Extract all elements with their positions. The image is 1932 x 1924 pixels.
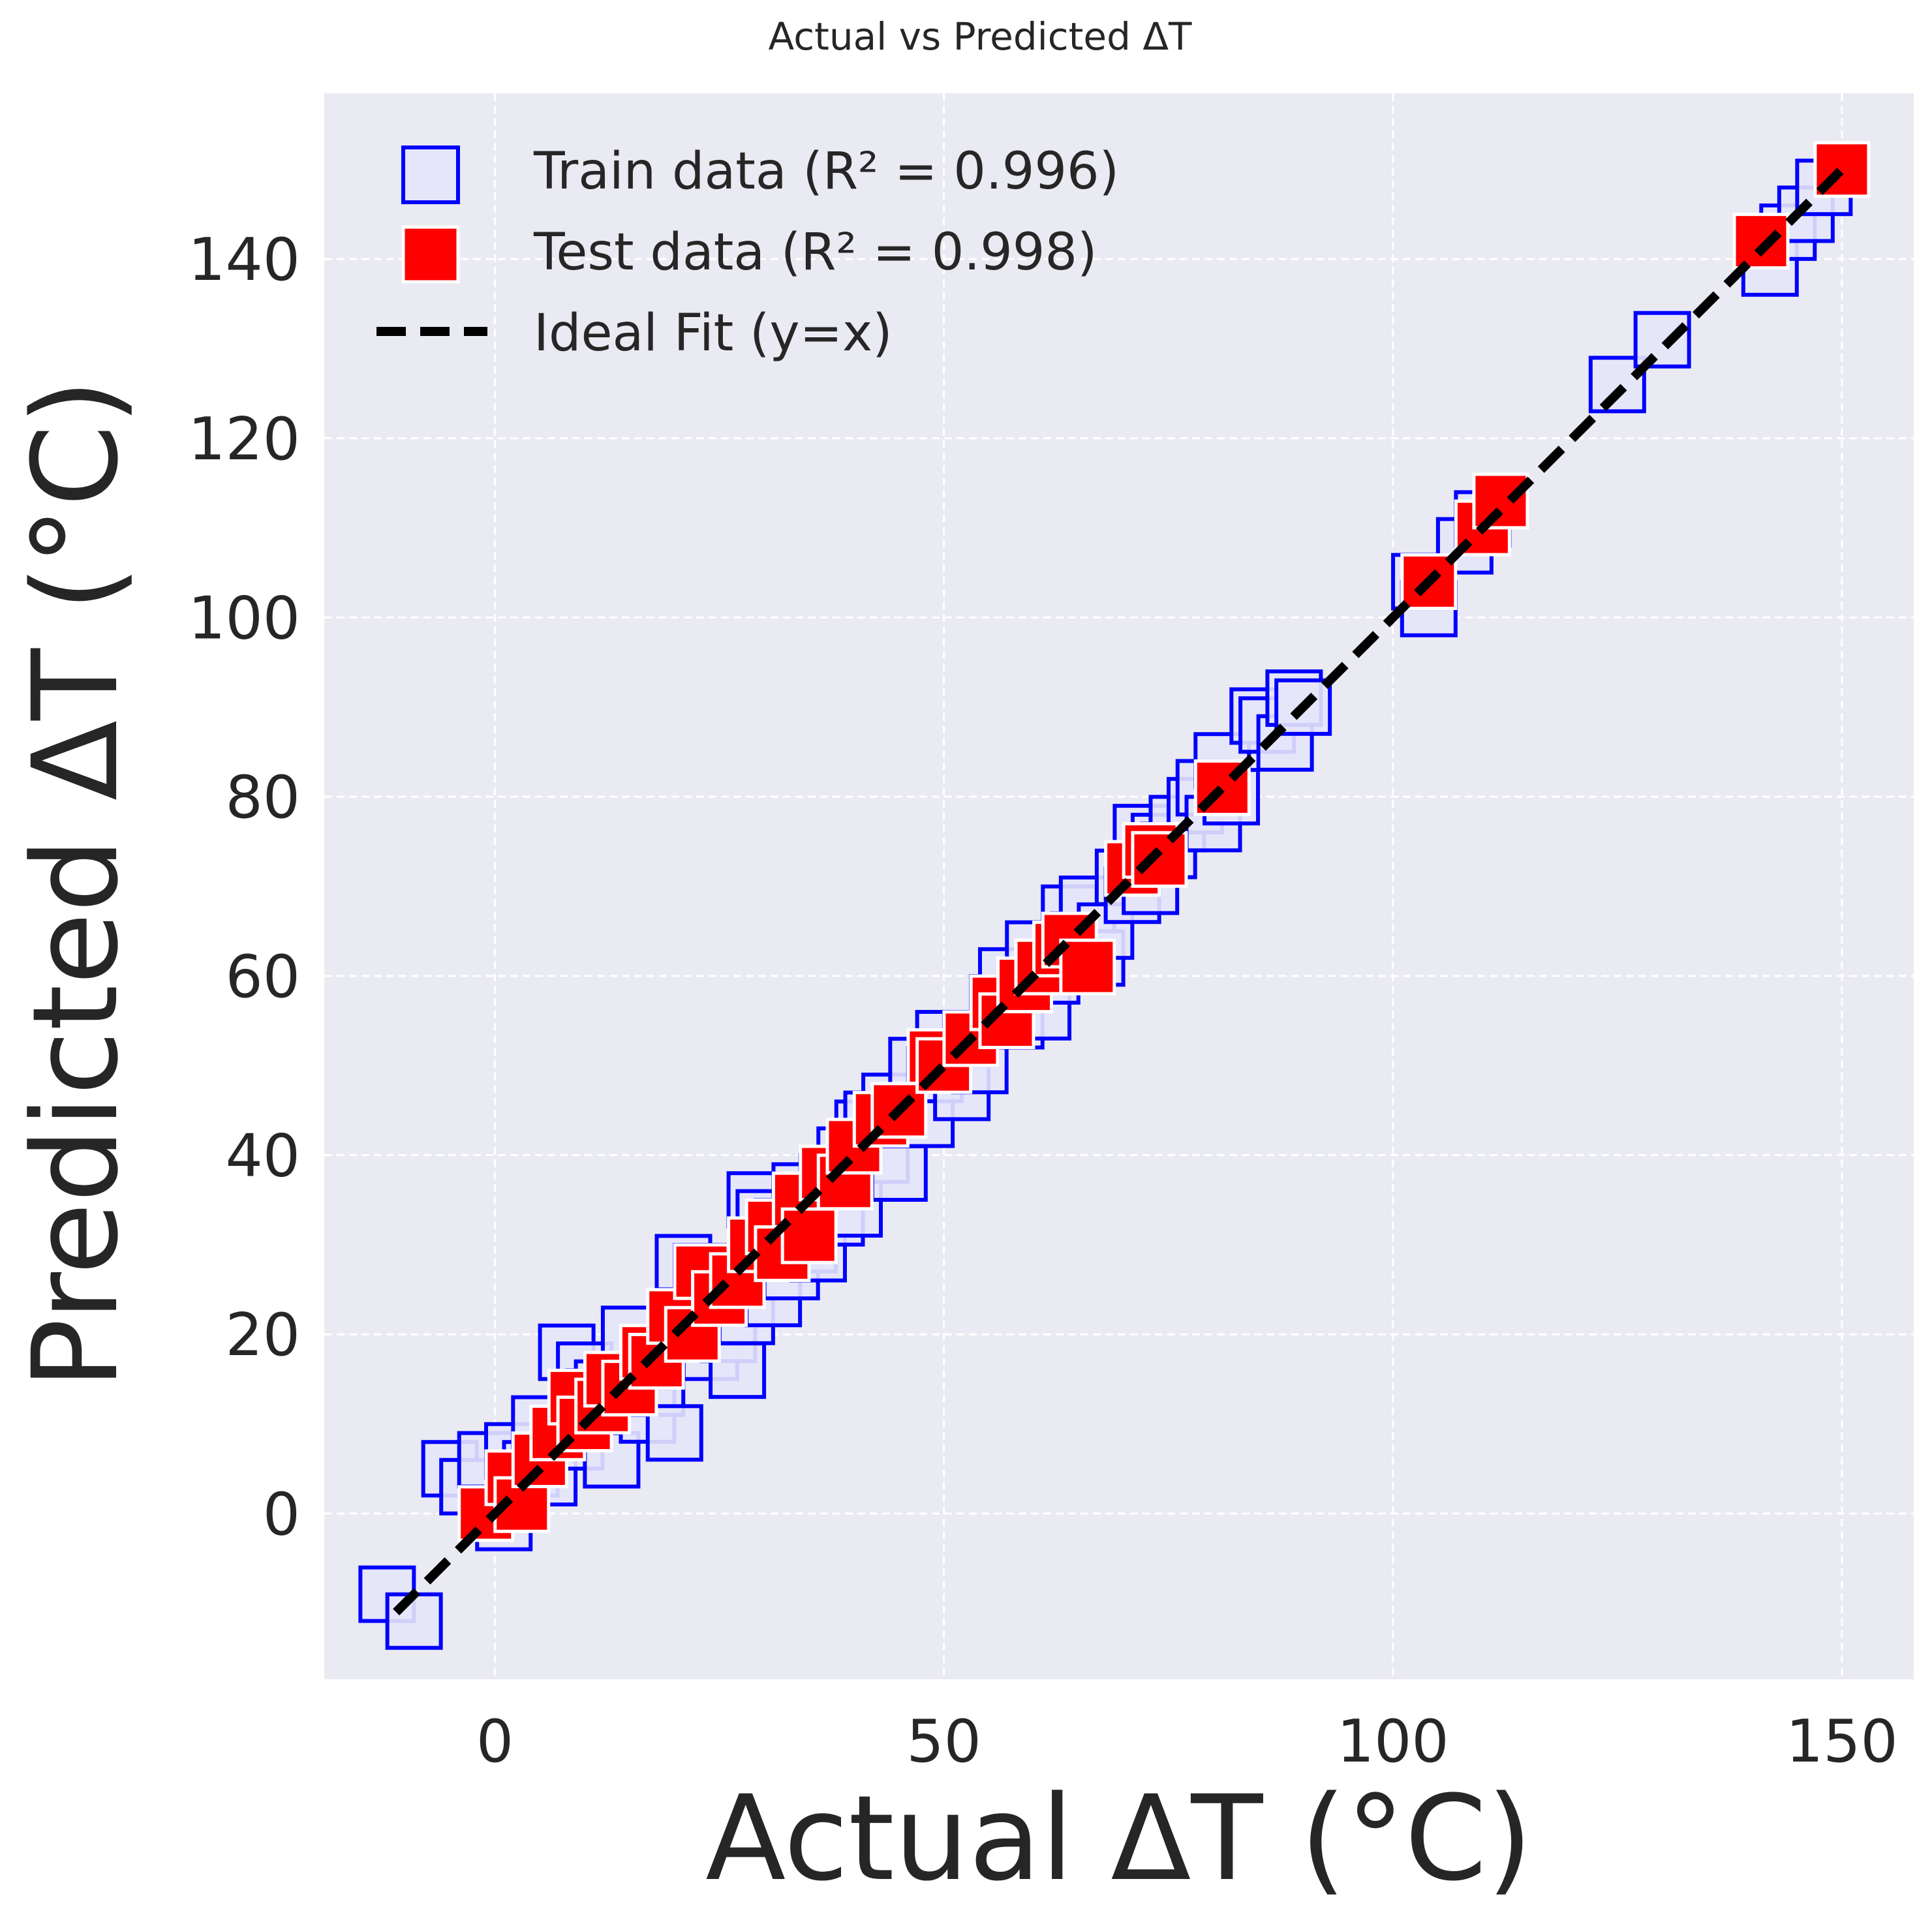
test-point	[1131, 831, 1188, 888]
y-tick-label: 100	[188, 584, 300, 652]
y-tick-label: 40	[225, 1122, 300, 1191]
y-tick-label: 20	[225, 1301, 300, 1369]
test-point	[1400, 553, 1458, 611]
legend-train-marker	[401, 145, 460, 204]
legend: Train data (R² = 0.996) Test data (R² = …	[376, 142, 1119, 363]
chart-title: Actual vs Predicted ΔT	[769, 14, 1193, 59]
x-axis-label: Actual ΔT (°C)	[705, 1771, 1533, 1907]
train-point	[385, 1592, 443, 1650]
test-point	[1059, 938, 1116, 996]
y-tick-label: 80	[225, 763, 300, 832]
test-point	[1732, 213, 1790, 270]
y-axis-ticks: 0 20 40 60 80 100 120 140	[188, 226, 300, 1549]
ideal-fit-series	[393, 166, 1845, 1615]
x-tick-label: 0	[476, 1707, 514, 1776]
y-tick-label: 120	[188, 405, 300, 474]
ideal-fit-line	[393, 166, 1845, 1615]
grid	[324, 93, 1914, 1679]
train-point	[1633, 311, 1691, 369]
legend-train-label: Train data (R² = 0.996)	[533, 142, 1119, 201]
x-tick-label: 150	[1786, 1707, 1898, 1776]
legend-ideal-label: Ideal Fit (y=x)	[534, 304, 893, 363]
y-tick-label: 140	[188, 226, 300, 294]
legend-test-label: Test data (R² = 0.998)	[533, 223, 1097, 282]
x-tick-label: 50	[906, 1707, 981, 1776]
x-axis-ticks: 0 50 100 150	[476, 1707, 1898, 1776]
x-tick-label: 100	[1337, 1707, 1449, 1776]
test-point	[1472, 472, 1529, 530]
y-axis-label: Predicted ΔT (°C)	[8, 379, 144, 1390]
y-tick-label: 60	[225, 943, 300, 1011]
legend-test-marker	[401, 225, 460, 284]
y-tick-label: 0	[263, 1480, 300, 1549]
test-point	[780, 1207, 838, 1264]
